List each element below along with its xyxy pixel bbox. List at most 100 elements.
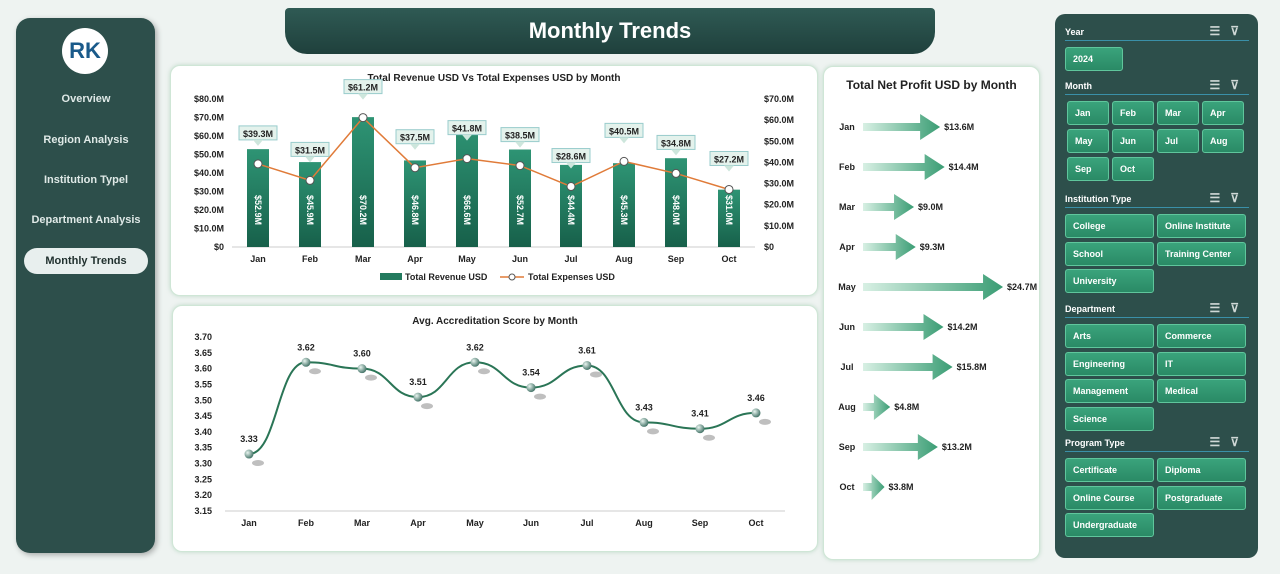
score-data-label: 3.54 xyxy=(522,368,540,378)
clear-filter-icon[interactable]: ⊽ xyxy=(1230,78,1249,92)
slicer-option-institution[interactable]: Training Center xyxy=(1157,241,1246,266)
slicer-option-institution[interactable]: University xyxy=(1065,269,1154,293)
expenses-point xyxy=(305,175,315,185)
slicer-option-month[interactable]: Apr xyxy=(1202,101,1244,125)
nav-institution-type[interactable]: Institution Typel xyxy=(43,174,129,186)
slicer-option-department[interactable]: Arts xyxy=(1065,324,1154,348)
y-tick-left: $0 xyxy=(214,242,224,252)
chart-title: Total Revenue USD Vs Total Expenses USD … xyxy=(367,73,621,84)
slicer-option-department[interactable]: Medical xyxy=(1157,379,1246,403)
profit-arrow-bar xyxy=(863,114,941,140)
callout-pointer xyxy=(410,143,420,150)
chart-title: Avg. Accreditation Score by Month xyxy=(412,316,578,327)
net-profit-chart-card: Total Net Profit USD by Month xyxy=(823,66,1040,560)
profit-data-label: $14.2M xyxy=(948,322,978,332)
slicer-option-institution[interactable]: Online Institute xyxy=(1157,214,1246,238)
score-data-label: 3.51 xyxy=(409,377,427,387)
expenses-data-label: $37.5M xyxy=(400,133,430,143)
expenses-point xyxy=(253,159,263,169)
slicer-option-program[interactable]: Certificate xyxy=(1065,458,1154,482)
y-tick: Jul xyxy=(840,362,853,372)
slicer-option-month[interactable]: Jul xyxy=(1157,129,1199,153)
score-point xyxy=(244,449,254,459)
multi-select-icon[interactable]: ☰ xyxy=(1209,191,1231,205)
y-tick: 3.65 xyxy=(194,348,212,358)
slicer-actions: ☰⊽ xyxy=(1209,301,1249,315)
nav-overview[interactable]: Overview xyxy=(61,93,111,105)
x-tick: Feb xyxy=(298,518,315,528)
slicer-option-institution[interactable]: College xyxy=(1065,214,1154,238)
x-tick: Aug xyxy=(615,254,633,264)
slicer-option-month[interactable]: Jan xyxy=(1067,101,1109,125)
slicer-option-department[interactable]: Engineering xyxy=(1065,351,1154,376)
slicer-option-month[interactable]: Jun xyxy=(1112,129,1154,153)
x-tick: Sep xyxy=(692,518,709,528)
y-tick-right: $0 xyxy=(764,242,774,252)
slicer-option-program[interactable]: Diploma xyxy=(1157,458,1246,482)
expenses-data-label: $39.3M xyxy=(243,129,273,139)
nav-department-analysis[interactable]: Department Analysis xyxy=(31,214,141,226)
clear-filter-icon[interactable]: ⊽ xyxy=(1230,24,1249,38)
slicer-option-department[interactable]: IT xyxy=(1157,351,1246,376)
x-tick: Apr xyxy=(407,254,423,264)
slicer-option-program[interactable]: Postgraduate xyxy=(1157,485,1246,510)
slicer-option-month[interactable]: Sep xyxy=(1067,157,1109,181)
slicer-option-month[interactable]: May xyxy=(1067,129,1109,153)
point-shadow xyxy=(252,460,264,467)
slicer-option-month[interactable]: Feb xyxy=(1112,101,1154,125)
y-tick-right: $70.0M xyxy=(764,94,794,104)
revenue-bar xyxy=(404,160,426,247)
slicer-option-program[interactable]: Online Course xyxy=(1065,485,1154,510)
legend-expenses: Total Expenses USD xyxy=(528,272,615,282)
slicer-option-program[interactable]: Undergraduate xyxy=(1065,513,1154,537)
slicer-title: Program Type xyxy=(1065,438,1125,448)
score-point xyxy=(301,357,311,367)
callout-pointer xyxy=(724,165,734,172)
slicer-option-month[interactable]: Oct xyxy=(1112,157,1154,181)
revenue-data-label: $48.0M xyxy=(671,195,681,225)
point-shadow xyxy=(365,374,377,381)
revenue-data-label: $52.9M xyxy=(253,195,263,225)
point-shadow xyxy=(590,371,602,378)
revenue-bar xyxy=(560,164,582,247)
score-point xyxy=(639,417,649,427)
score-data-label: 3.62 xyxy=(466,342,484,352)
slicer-option-department[interactable]: Science xyxy=(1065,406,1154,431)
callout-pointer xyxy=(619,137,629,144)
slicer-option-department[interactable]: Commerce xyxy=(1157,324,1246,348)
multi-select-icon[interactable]: ☰ xyxy=(1209,301,1231,315)
callout-pointer xyxy=(462,134,472,141)
y-tick-left: $70.0M xyxy=(194,113,224,123)
y-tick-right: $60.0M xyxy=(764,115,794,125)
expenses-point xyxy=(515,161,525,171)
slicer-option[interactable]: 2024 xyxy=(1065,47,1123,71)
score-data-label: 3.33 xyxy=(240,434,258,444)
y-tick: Feb xyxy=(839,162,856,172)
slicer-title: Institution Type xyxy=(1065,194,1132,204)
x-tick: Mar xyxy=(355,254,372,264)
clear-filter-icon[interactable]: ⊽ xyxy=(1230,191,1249,205)
multi-select-icon[interactable]: ☰ xyxy=(1209,24,1231,38)
revenue-bar xyxy=(299,162,321,247)
slicer-option-month[interactable]: Mar xyxy=(1157,101,1199,125)
score-data-label: 3.62 xyxy=(297,342,315,352)
slicer-header-month: Month ☰⊽ xyxy=(1065,78,1249,95)
profit-data-label: $4.8M xyxy=(894,402,919,412)
clear-filter-icon[interactable]: ⊽ xyxy=(1230,435,1249,449)
point-shadow xyxy=(759,418,771,425)
slicer-option-department[interactable]: Management xyxy=(1065,379,1154,403)
nav-monthly-trends[interactable]: Monthly Trends xyxy=(24,248,148,274)
point-shadow xyxy=(534,393,546,400)
slicer-option-month[interactable]: Aug xyxy=(1202,129,1244,153)
nav-region-analysis[interactable]: Region Analysis xyxy=(43,134,129,146)
expenses-data-label: $61.2M xyxy=(348,83,378,93)
score-data-label: 3.41 xyxy=(691,409,709,419)
revenue-data-label: $45.3M xyxy=(619,195,629,225)
multi-select-icon[interactable]: ☰ xyxy=(1209,435,1231,449)
multi-select-icon[interactable]: ☰ xyxy=(1209,78,1231,92)
slicer-actions: ☰⊽ xyxy=(1209,435,1249,449)
y-tick-left: $50.0M xyxy=(194,150,224,160)
slicer-option-institution[interactable]: School xyxy=(1065,241,1154,266)
clear-filter-icon[interactable]: ⊽ xyxy=(1230,301,1249,315)
